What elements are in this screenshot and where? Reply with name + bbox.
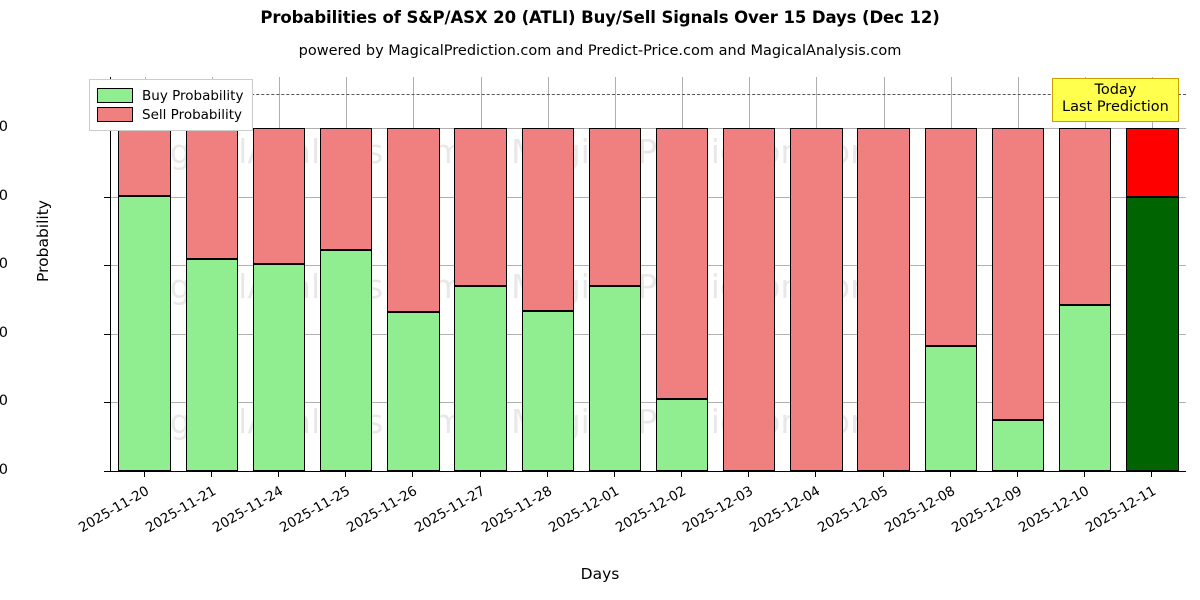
bar-segment-sell[interactable]	[924, 128, 978, 346]
bar-segment-sell[interactable]	[1126, 128, 1179, 197]
bar-segment-buy[interactable]	[319, 249, 373, 471]
x-tick-mark	[412, 471, 414, 477]
x-tick-mark	[143, 471, 145, 477]
bar-group[interactable]	[1126, 77, 1179, 471]
today-annotation: Today Last Prediction	[1052, 78, 1179, 123]
legend-item[interactable]: Buy Probability	[97, 86, 243, 105]
today-annotation-line1: Today	[1094, 82, 1137, 98]
bar-segment-buy[interactable]	[1059, 305, 1112, 471]
gridline-horizontal	[111, 196, 1186, 198]
y-tick-mark	[104, 333, 110, 335]
bar-group[interactable]	[790, 77, 843, 471]
today-annotation-line2: Last Prediction	[1062, 99, 1169, 116]
bar-segment-sell[interactable]	[790, 128, 843, 471]
bar-group[interactable]	[185, 77, 238, 471]
bar-segment-sell[interactable]	[387, 128, 440, 313]
bar-segment-sell[interactable]	[723, 128, 776, 471]
x-tick-mark	[815, 471, 817, 477]
y-tick-label: 60	[0, 256, 8, 273]
bar-group[interactable]	[454, 77, 507, 471]
gridline-horizontal	[111, 402, 1186, 404]
x-axis-label: Days	[580, 565, 620, 583]
bar-segment-buy[interactable]	[387, 312, 440, 471]
bar-segment-sell[interactable]	[185, 128, 238, 259]
bar-group[interactable]	[924, 77, 978, 471]
bar-segment-buy[interactable]	[252, 263, 306, 471]
bar-segment-buy[interactable]	[521, 311, 574, 471]
y-axis-label: Probability	[34, 200, 52, 282]
bar-segment-buy[interactable]	[454, 286, 507, 471]
chart-legend: Buy Probability Sell Probability	[89, 79, 254, 131]
x-tick-mark	[210, 471, 212, 477]
x-tick-mark	[1084, 471, 1086, 477]
chart-title: Probabilities of S&P/ASX 20 (ATLI) Buy/S…	[260, 8, 940, 27]
bar-segment-sell[interactable]	[118, 128, 171, 197]
gridline-horizontal	[111, 128, 1186, 130]
bar-group[interactable]	[991, 77, 1045, 471]
bar-group[interactable]	[118, 77, 171, 471]
x-tick-mark	[277, 471, 279, 477]
legend-swatch	[97, 107, 133, 122]
bar-segment-buy[interactable]	[991, 420, 1045, 471]
legend-item[interactable]: Sell Probability	[97, 105, 243, 124]
y-tick-label: 100	[0, 119, 8, 136]
bar-group[interactable]	[588, 77, 642, 471]
bar-group[interactable]	[857, 77, 910, 471]
bar-segment-sell[interactable]	[319, 128, 373, 250]
legend-label: Buy Probability	[142, 87, 244, 104]
x-tick-mark	[681, 471, 683, 477]
legend-label: Sell Probability	[142, 106, 243, 123]
bar-segment-sell[interactable]	[521, 128, 574, 312]
bar-segment-buy[interactable]	[118, 196, 171, 471]
bar-group[interactable]	[655, 77, 709, 471]
bar-segment-buy[interactable]	[185, 258, 238, 471]
plot-area: MagicalAnalysis.comMagicalPrediction.com…	[110, 77, 1186, 472]
bar-segment-buy[interactable]	[588, 286, 642, 471]
bar-segment-sell[interactable]	[454, 128, 507, 287]
y-tick-mark	[104, 402, 110, 404]
y-tick-mark	[104, 471, 110, 472]
bar-group[interactable]	[319, 77, 373, 471]
bar-group[interactable]	[723, 77, 776, 471]
gridline-horizontal	[111, 265, 1186, 267]
threshold-line	[111, 94, 1186, 96]
legend-swatch	[97, 88, 133, 103]
x-tick-mark	[882, 471, 884, 477]
x-tick-mark	[1151, 471, 1153, 477]
bar-group[interactable]	[387, 77, 440, 471]
bar-segment-sell[interactable]	[991, 128, 1045, 421]
bar-segment-buy[interactable]	[924, 345, 978, 471]
bar-group[interactable]	[521, 77, 574, 471]
bar-group[interactable]	[1059, 77, 1112, 471]
x-tick-mark	[345, 471, 347, 477]
x-tick-mark	[949, 471, 951, 477]
x-tick-mark	[546, 471, 548, 477]
y-tick-label: 80	[0, 187, 8, 204]
bar-segment-sell[interactable]	[1059, 128, 1112, 306]
bar-segment-sell[interactable]	[857, 128, 910, 471]
bar-group[interactable]	[252, 77, 306, 471]
bar-segment-sell[interactable]	[588, 128, 642, 287]
y-tick-label: 0	[0, 462, 8, 478]
y-tick-mark	[104, 265, 110, 267]
x-tick-mark	[748, 471, 750, 477]
y-tick-label: 20	[0, 393, 8, 410]
y-tick-label: 40	[0, 324, 8, 341]
x-tick-mark	[479, 471, 481, 477]
gridline-horizontal	[111, 333, 1186, 335]
plot-inner: MagicalAnalysis.comMagicalPrediction.com…	[111, 77, 1186, 471]
bar-segment-sell[interactable]	[252, 128, 306, 264]
chart-subtitle: powered by MagicalPrediction.com and Pre…	[298, 43, 902, 59]
bar-segment-buy[interactable]	[655, 399, 709, 471]
x-tick-mark	[613, 471, 615, 477]
bar-segment-buy[interactable]	[1126, 196, 1179, 471]
x-tick-mark	[1017, 471, 1019, 477]
bar-segment-sell[interactable]	[655, 128, 709, 400]
y-tick-mark	[104, 196, 110, 198]
